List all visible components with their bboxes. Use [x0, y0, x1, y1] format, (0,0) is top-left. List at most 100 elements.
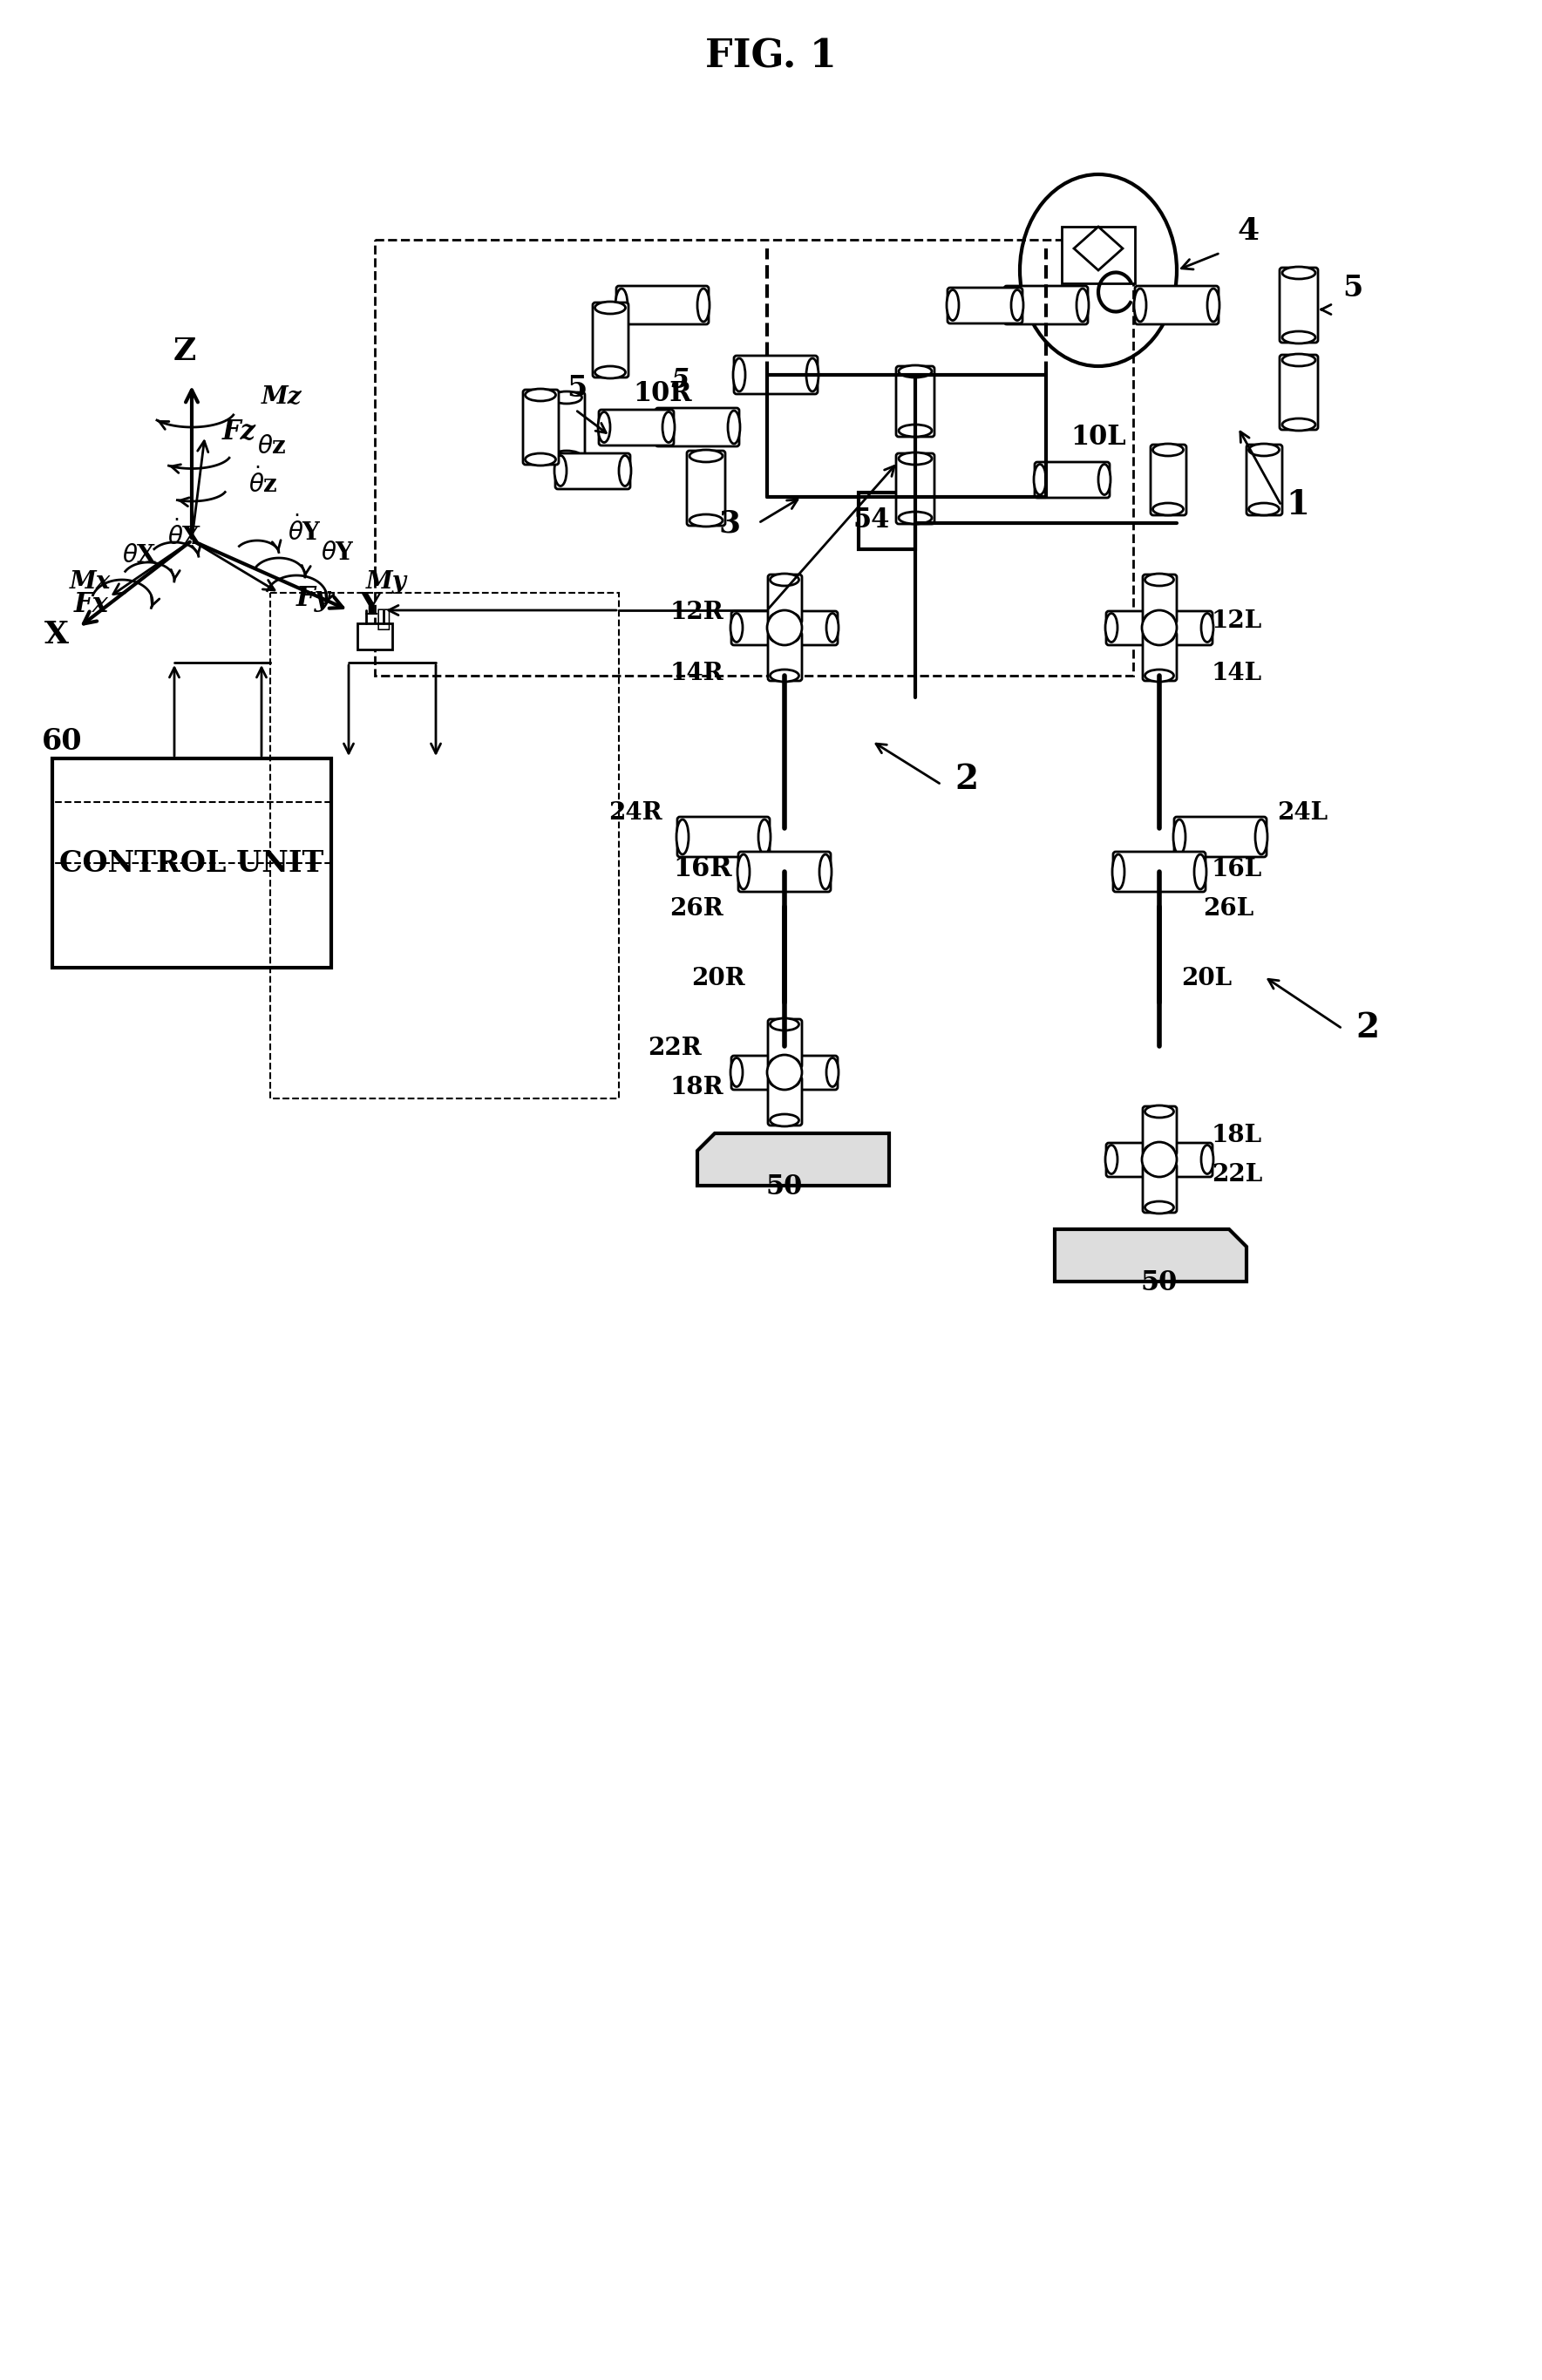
Ellipse shape	[595, 367, 626, 378]
Ellipse shape	[1146, 1164, 1173, 1176]
FancyBboxPatch shape	[768, 1019, 802, 1069]
Text: My: My	[365, 571, 407, 593]
Ellipse shape	[1283, 331, 1315, 343]
FancyBboxPatch shape	[734, 355, 817, 395]
Text: 1: 1	[1286, 488, 1309, 521]
FancyBboxPatch shape	[1164, 612, 1212, 645]
Bar	[375, 240, 1133, 676]
FancyBboxPatch shape	[1106, 612, 1155, 645]
Ellipse shape	[759, 819, 771, 854]
Text: 22R: 22R	[648, 1038, 702, 1059]
Ellipse shape	[788, 614, 800, 643]
FancyBboxPatch shape	[523, 390, 558, 464]
Text: $\theta$X: $\theta$X	[122, 545, 157, 566]
Text: Fx: Fx	[74, 590, 109, 619]
Ellipse shape	[1283, 419, 1315, 431]
Text: 2: 2	[954, 764, 978, 795]
Ellipse shape	[1283, 355, 1315, 367]
FancyBboxPatch shape	[896, 367, 934, 438]
FancyBboxPatch shape	[1143, 1107, 1177, 1154]
Ellipse shape	[552, 450, 581, 464]
Ellipse shape	[618, 455, 631, 486]
Ellipse shape	[769, 1019, 799, 1031]
Text: 24L: 24L	[1277, 802, 1328, 826]
Bar	[859, 493, 916, 550]
Text: 16R: 16R	[674, 854, 732, 883]
FancyBboxPatch shape	[1164, 1142, 1212, 1178]
Ellipse shape	[1144, 614, 1156, 643]
Bar	[270, 593, 618, 1100]
Ellipse shape	[1194, 854, 1206, 890]
Ellipse shape	[1012, 290, 1024, 321]
FancyBboxPatch shape	[1135, 286, 1218, 324]
Ellipse shape	[899, 452, 931, 464]
Ellipse shape	[769, 574, 799, 585]
Ellipse shape	[1144, 1145, 1156, 1173]
Ellipse shape	[899, 512, 931, 524]
Ellipse shape	[595, 302, 626, 314]
Text: 20R: 20R	[691, 966, 745, 990]
Ellipse shape	[1146, 574, 1173, 585]
Ellipse shape	[769, 669, 799, 681]
Ellipse shape	[769, 1076, 799, 1088]
FancyBboxPatch shape	[1143, 633, 1177, 681]
Text: Y: Y	[359, 590, 382, 621]
Ellipse shape	[1098, 464, 1110, 495]
Text: 5: 5	[671, 367, 689, 395]
FancyBboxPatch shape	[731, 1057, 780, 1090]
Text: 10R: 10R	[634, 381, 692, 407]
Text: 14L: 14L	[1212, 662, 1263, 685]
Text: 18L: 18L	[1212, 1123, 1263, 1147]
Ellipse shape	[731, 614, 743, 643]
Ellipse shape	[769, 1059, 782, 1088]
FancyBboxPatch shape	[598, 409, 674, 445]
Ellipse shape	[1283, 267, 1315, 278]
FancyBboxPatch shape	[592, 302, 629, 378]
Ellipse shape	[689, 514, 723, 526]
FancyBboxPatch shape	[790, 1057, 837, 1090]
Ellipse shape	[899, 424, 931, 438]
Text: $\dot{\theta}$Y: $\dot{\theta}$Y	[288, 516, 322, 545]
Ellipse shape	[788, 1059, 800, 1088]
Ellipse shape	[1207, 288, 1220, 321]
Ellipse shape	[1004, 288, 1016, 321]
Polygon shape	[1055, 1228, 1246, 1280]
FancyBboxPatch shape	[1173, 816, 1266, 857]
Text: 12L: 12L	[1212, 609, 1263, 633]
Polygon shape	[697, 1133, 890, 1185]
Ellipse shape	[737, 854, 749, 890]
Ellipse shape	[947, 290, 959, 321]
Ellipse shape	[769, 1057, 799, 1069]
Ellipse shape	[1201, 1145, 1214, 1173]
Ellipse shape	[1146, 1145, 1173, 1157]
Ellipse shape	[615, 288, 628, 321]
Ellipse shape	[598, 412, 611, 443]
Text: 22L: 22L	[1212, 1164, 1263, 1188]
Ellipse shape	[1255, 819, 1268, 854]
Ellipse shape	[526, 452, 555, 466]
Ellipse shape	[1153, 443, 1183, 457]
Text: 20L: 20L	[1181, 966, 1232, 990]
Text: 26L: 26L	[1203, 897, 1254, 921]
Ellipse shape	[1163, 1145, 1175, 1173]
Text: 3: 3	[719, 509, 740, 538]
FancyBboxPatch shape	[739, 852, 831, 892]
Ellipse shape	[769, 612, 799, 624]
Text: $\dot{\theta}$X: $\dot{\theta}$X	[168, 521, 202, 550]
Circle shape	[766, 609, 802, 645]
Bar	[1062, 226, 1135, 283]
Text: 54: 54	[853, 507, 890, 533]
FancyBboxPatch shape	[768, 633, 802, 681]
Ellipse shape	[728, 412, 740, 443]
Text: 12R: 12R	[669, 600, 723, 624]
Ellipse shape	[1076, 288, 1089, 321]
FancyBboxPatch shape	[768, 1076, 802, 1126]
Text: 14R: 14R	[669, 662, 723, 685]
Ellipse shape	[819, 854, 831, 890]
Text: Mz: Mz	[262, 386, 302, 409]
FancyBboxPatch shape	[1143, 574, 1177, 624]
FancyBboxPatch shape	[655, 407, 739, 447]
Ellipse shape	[899, 364, 931, 378]
Ellipse shape	[1033, 464, 1045, 495]
Ellipse shape	[1163, 614, 1175, 643]
